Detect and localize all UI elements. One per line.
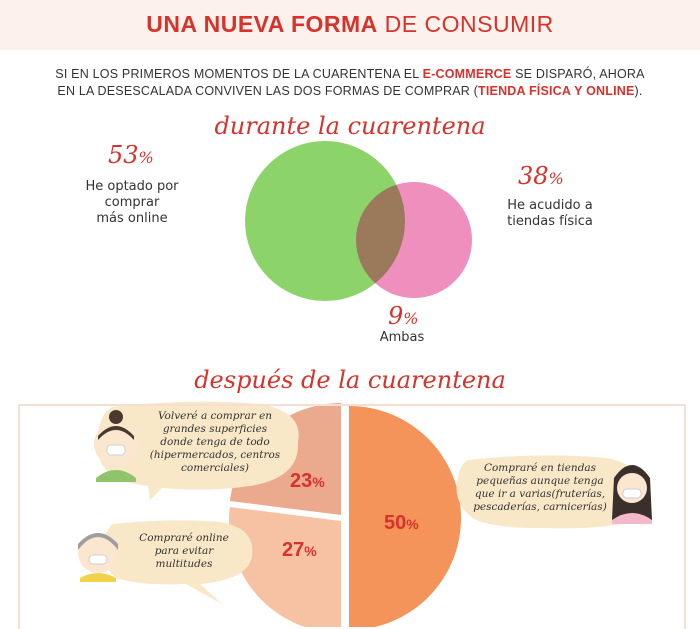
online-pct-sign: % [138, 148, 154, 167]
bubble-1-line: grandes superficies [162, 423, 268, 435]
bubble-1-text: Volveré a comprar en grandes superficies… [140, 410, 290, 475]
bubble-2-line: para evitar [154, 545, 214, 557]
pie-label-50-value: 50 [384, 512, 407, 534]
bubble-2-text: Compraré online para evitar multitudes [120, 532, 248, 571]
bubble-3-text: Compraré en tiendas pequeñas aunque teng… [462, 462, 618, 514]
bubble-2-line: multitudes [155, 558, 213, 570]
bubble-3-line: pescaderías, carnicerías) [473, 501, 607, 513]
intro-line2-b: ). [634, 84, 643, 98]
store-pct-value: 38 [518, 162, 549, 190]
both-pct: 9% [388, 302, 418, 330]
bubble-3-shape [456, 455, 644, 529]
bubble-2-shape [101, 520, 253, 604]
avatar-elderly-woman-icon [78, 533, 118, 582]
intro-line1-a: SI EN LOS PRIMEROS MOMENTOS DE LA CUAREN… [55, 67, 423, 81]
pie-label-23-value: 23 [290, 470, 313, 492]
bubble-3-line: que ir a varias(fruterías, [474, 488, 606, 500]
online-pct-value: 53 [108, 141, 139, 169]
store-pct-sign: % [548, 169, 564, 188]
store-label-line1: He acudido a [507, 198, 593, 213]
both-label: Ambas [379, 330, 425, 345]
online-pct: 53% [108, 141, 154, 169]
bubble-1-line: (hipermercados, centros [149, 449, 281, 461]
bubble-2-line: Compraré online [139, 532, 229, 544]
header-band [0, 0, 700, 50]
pie-label-50-sign: % [406, 516, 419, 532]
pie-label-50: 50% [384, 512, 419, 535]
pie-label-27: 27% [282, 539, 317, 562]
bubble-1-shape [97, 401, 299, 500]
store-pct: 38% [518, 162, 564, 190]
pie-label-23: 23% [290, 470, 325, 493]
after-panel [18, 404, 686, 629]
store-label-line2: tiendas física [507, 214, 593, 229]
pie-label-27-value: 27 [282, 539, 305, 561]
intro-line1-b: SE DISPARÓ, AHORA [511, 67, 645, 81]
pie-label-27-sign: % [304, 543, 317, 559]
bubble-1-line: Volveré a comprar en [157, 410, 273, 422]
intro-text: SI EN LOS PRIMEROS MOMENTOS DE LA CUAREN… [40, 66, 660, 100]
intro-highlight-ecommerce: E-COMMERCE [422, 67, 512, 81]
section-during-title: durante la cuarentena [214, 112, 486, 140]
pie-slice-50 [349, 406, 461, 627]
page-title: UNA NUEVA FORMA DE CONSUMIR [0, 11, 700, 38]
avatar-woman-dark-hair-icon [612, 465, 652, 524]
bubble-3-line: Compraré en tiendas [483, 462, 597, 474]
title-rest-text: DE CONSUMIR [384, 11, 554, 37]
pie-slice-27 [229, 506, 341, 627]
intro-highlight-channels: TIENDA FÍSICA Y ONLINE [478, 84, 635, 98]
pie-label-23-sign: % [312, 474, 325, 490]
intro-line2-a: EN LA DESESCALADA CONVIVEN LAS DOS FORMA… [57, 84, 479, 98]
store-label: He acudido a tiendas física [490, 198, 610, 230]
both-pct-sign: % [403, 309, 419, 328]
online-label-line3: más online [96, 211, 168, 226]
section-after-title: después de la cuarentena [194, 366, 506, 394]
bubble-1-line: comerciales) [181, 462, 249, 474]
both-pct-value: 9 [388, 302, 404, 330]
bubble-3-line: pequeñas aunque tenga [476, 475, 604, 487]
avatar-woman-bun-icon [94, 410, 138, 482]
online-label-line2: comprar [104, 195, 160, 210]
online-label-line1: He optado por [85, 179, 179, 194]
venn-overlap [356, 182, 405, 298]
title-bold: UNA NUEVA FORMA [146, 11, 378, 37]
bubble-1-line: donde tenga de todo [160, 436, 270, 448]
online-label: He optado por comprar más online [76, 179, 188, 227]
